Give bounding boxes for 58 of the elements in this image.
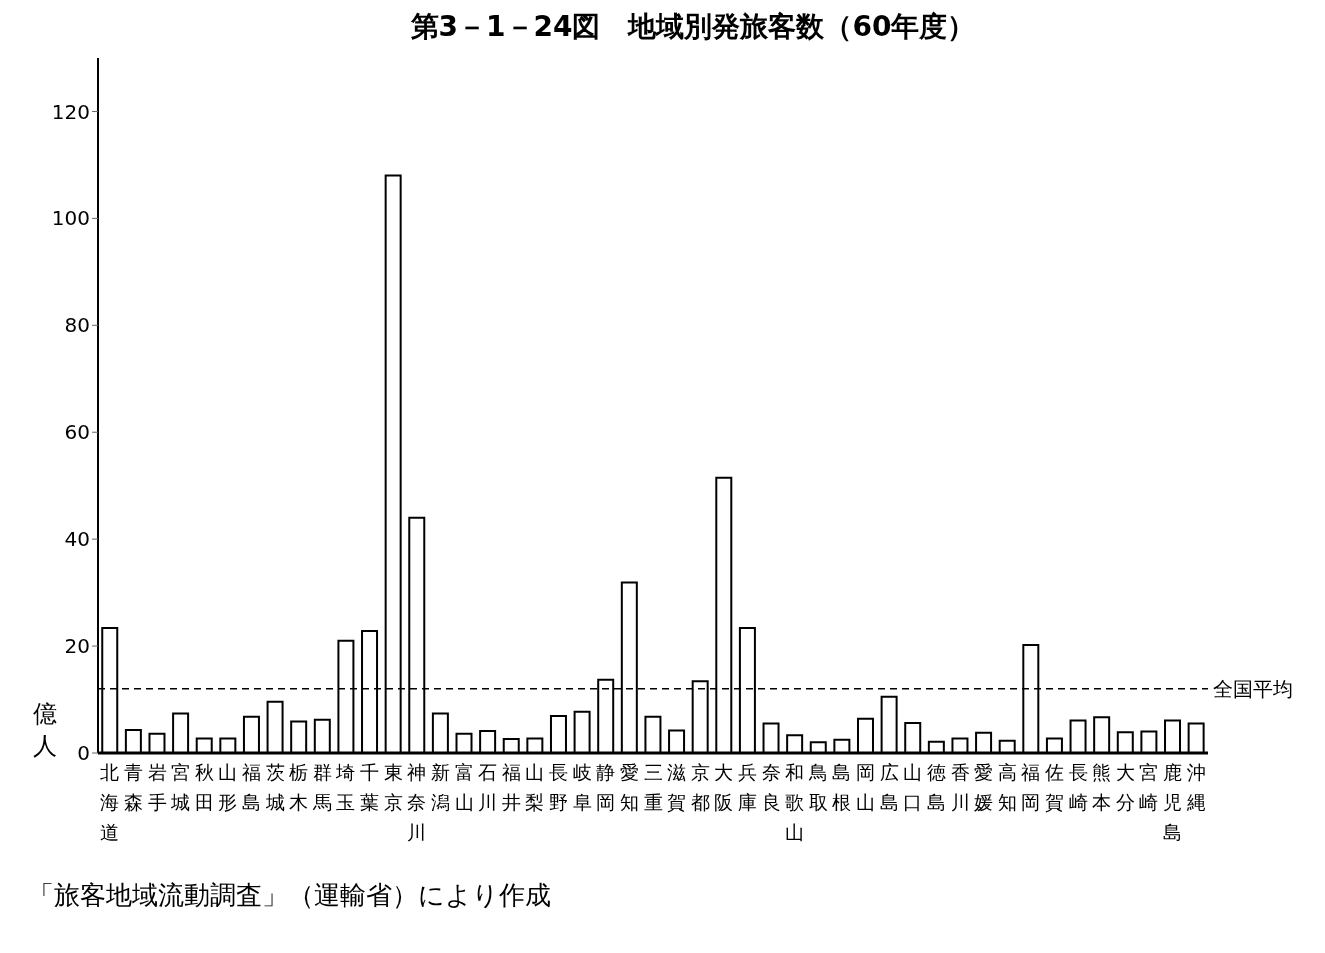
x-tick-label: 大分 xyxy=(1115,761,1135,813)
x-tick-label: 香川 xyxy=(950,761,970,813)
text: 「旅客地域流動調査」（運輸省）により作成 xyxy=(28,879,552,912)
x-tick-label: 岩手 xyxy=(147,761,167,813)
x-tick-label: 広島 xyxy=(879,761,899,813)
y-tick-label: 0 xyxy=(77,741,90,766)
y-tick-label: 40 xyxy=(64,527,90,552)
y-tick-label: 120 xyxy=(51,99,90,124)
x-tick-label: 長野 xyxy=(549,761,569,813)
x-tick-label: 大阪 xyxy=(714,761,734,813)
x-tick-label: 東京 xyxy=(383,761,403,813)
y-tick-label: 60 xyxy=(64,420,90,445)
x-tick-label: 高知 xyxy=(997,761,1017,813)
x-tick-label: 埼玉 xyxy=(335,761,356,813)
x-tick-label: 宮崎 xyxy=(1139,761,1159,813)
x-tick-label: 福岡 xyxy=(1021,761,1041,813)
x-tick-label: 和歌山 xyxy=(785,761,805,843)
y-tick-label: 100 xyxy=(51,206,90,231)
chart-title: 第3－1－24図 地域別発旅客数（60年度） xyxy=(409,9,977,45)
x-tick-label: 愛媛 xyxy=(974,761,994,813)
x-tick-label: 奈良 xyxy=(761,761,781,813)
x-tick-label: 富山 xyxy=(454,761,474,813)
y-tick-label: 80 xyxy=(64,313,90,338)
x-tick-label: 山口 xyxy=(903,761,923,813)
x-tick-label: 島根 xyxy=(832,761,852,813)
x-tick-label: 千葉 xyxy=(360,761,380,813)
ref-line-label: 全国平均 xyxy=(1213,676,1293,701)
x-tick-label: 栃木 xyxy=(289,761,309,813)
x-tick-label: 北海道 xyxy=(100,761,120,843)
x-tick-label: 宮城 xyxy=(170,761,191,813)
x-tick-label: 三重 xyxy=(643,761,663,813)
x-tick-label: 岡山 xyxy=(856,761,876,813)
x-tick-label: 新潟 xyxy=(430,761,450,813)
x-tick-label: 青森 xyxy=(123,761,143,813)
x-tick-label: 鹿児島 xyxy=(1163,761,1183,843)
x-tick-label: 岐阜 xyxy=(572,761,592,813)
x-tick-label: 山形 xyxy=(218,761,238,813)
x-tick-label: 佐賀 xyxy=(1044,761,1064,813)
x-tick-label: 熊本 xyxy=(1092,761,1112,813)
x-tick-label: 茨城 xyxy=(264,761,285,813)
x-tick-label: 石川 xyxy=(478,761,498,813)
x-tick-label: 群馬 xyxy=(311,761,332,813)
x-tick-label: 福島 xyxy=(242,761,262,813)
x-tick-label: 長崎 xyxy=(1068,761,1088,813)
x-tick-label: 徳島 xyxy=(926,761,946,813)
x-tick-label: 滋賀 xyxy=(667,761,687,813)
y-axis-title: 億人 xyxy=(32,699,58,762)
x-tick-label: 愛知 xyxy=(619,761,639,813)
x-tick-label: 秋田 xyxy=(194,761,214,813)
x-tick-label: 鳥取 xyxy=(807,761,828,813)
x-tick-label: 沖縄 xyxy=(1185,761,1206,813)
x-tick-label: 神奈川 xyxy=(407,761,427,843)
x-tick-label: 兵庫 xyxy=(737,761,757,813)
x-tick-label: 静岡 xyxy=(596,761,616,813)
x-tick-label: 山梨 xyxy=(525,761,545,813)
x-tick-label: 福井 xyxy=(501,761,521,813)
x-tick-label: 京都 xyxy=(690,761,710,813)
y-tick-label: 20 xyxy=(64,634,90,659)
